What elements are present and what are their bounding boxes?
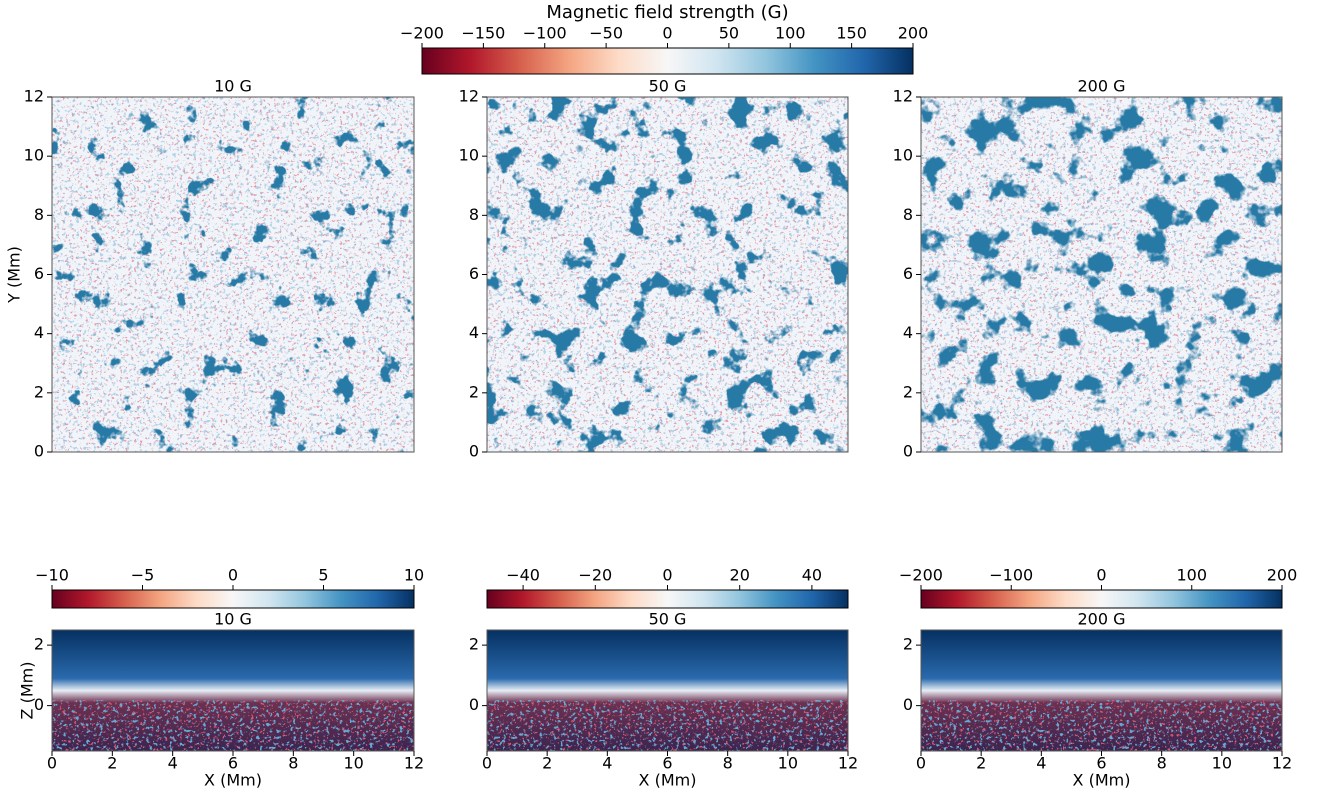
y-axis-label: Z (Mm) [18, 662, 37, 720]
figure: −200−150−100−50050100150200Magnetic fiel… [0, 0, 1321, 796]
y-tick-label: 10 [24, 146, 44, 165]
y-tick-label: 4 [34, 323, 44, 342]
field-texture [52, 97, 414, 452]
colorbar [487, 590, 848, 608]
colorbar [921, 590, 1282, 608]
colorbar-tick-label: 0 [228, 566, 238, 585]
colorbar-tick-label: 50 [719, 24, 739, 43]
x-tick-label: 0 [482, 754, 492, 773]
colorbar [52, 590, 414, 608]
x-tick-label: 10 [1212, 754, 1232, 773]
colorbar-tick-label: −10 [35, 566, 69, 585]
x-axis-label: X (Mm) [1073, 771, 1131, 790]
colorbar-tick-label: −50 [589, 24, 623, 43]
y-tick-label: 4 [903, 323, 913, 342]
colorbar-tick-label: 0 [662, 566, 672, 585]
y-tick-label: 10 [893, 146, 913, 165]
x-tick-label: 10 [778, 754, 798, 773]
x-tick-label: 0 [916, 754, 926, 773]
panel-title: 50 G [649, 610, 687, 629]
colorbar-tick-label: 5 [318, 566, 328, 585]
y-tick-label: 2 [903, 382, 913, 401]
x-tick-label: 2 [976, 754, 986, 773]
panel-title: 10 G [214, 77, 252, 96]
colorbar-tick-label: 10 [404, 566, 424, 585]
x-axis-label: X (Mm) [639, 771, 697, 790]
colorbar-tick-label: 0 [662, 24, 672, 43]
y-tick-label: 0 [34, 442, 44, 461]
field-texture [487, 97, 848, 452]
x-tick-label: 2 [107, 754, 117, 773]
colorbar-tick-label: 150 [836, 24, 867, 43]
x-tick-label: 4 [602, 754, 612, 773]
colorbar-tick-label: −150 [461, 24, 505, 43]
field-texture [921, 97, 1282, 452]
x-tick-label: 12 [1272, 754, 1292, 773]
x-axis-label: X (Mm) [204, 771, 262, 790]
panel-title: 50 G [649, 77, 687, 96]
colorbar-tick-label: 40 [802, 566, 822, 585]
x-tick-label: 4 [168, 754, 178, 773]
field-texture [487, 700, 848, 751]
y-tick-label: 6 [34, 264, 44, 283]
y-tick-label: 8 [903, 205, 913, 224]
panel-title: 200 G [1077, 610, 1125, 629]
y-tick-label: 2 [469, 635, 479, 654]
x-tick-label: 8 [1157, 754, 1167, 773]
y-tick-label: 12 [24, 87, 44, 106]
y-tick-label: 4 [469, 323, 479, 342]
x-tick-label: 8 [723, 754, 733, 773]
colorbar-tick-label: 100 [1176, 566, 1207, 585]
y-tick-label: 0 [469, 695, 479, 714]
y-tick-label: 2 [34, 635, 44, 654]
field-texture [921, 700, 1282, 751]
y-tick-label: 2 [34, 382, 44, 401]
y-tick-label: 2 [469, 382, 479, 401]
y-tick-label: 6 [903, 264, 913, 283]
colorbar-tick-label: −40 [506, 566, 540, 585]
colorbar-tick-label: −200 [899, 566, 943, 585]
x-tick-label: 4 [1036, 754, 1046, 773]
x-tick-label: 2 [542, 754, 552, 773]
colorbar-label: Magnetic field strength (G) [546, 2, 788, 23]
panel-title: 200 G [1077, 77, 1125, 96]
field-texture [52, 700, 414, 751]
panel-title: 10 G [214, 610, 252, 629]
y-tick-label: 0 [469, 442, 479, 461]
colorbar-tick-label: 200 [898, 24, 929, 43]
colorbar-tick-label: −100 [523, 24, 567, 43]
colorbar-tick-label: 200 [1267, 566, 1298, 585]
y-tick-label: 12 [459, 87, 479, 106]
y-tick-label: 8 [34, 205, 44, 224]
colorbar-tick-label: 100 [775, 24, 806, 43]
colorbar-tick-label: 20 [730, 566, 750, 585]
y-tick-label: 6 [469, 264, 479, 283]
x-tick-label: 12 [404, 754, 424, 773]
y-tick-label: 0 [903, 695, 913, 714]
x-tick-label: 10 [343, 754, 363, 773]
colorbar-tick-label: −100 [989, 566, 1033, 585]
colorbar-tick-label: 0 [1096, 566, 1106, 585]
y-tick-label: 10 [459, 146, 479, 165]
y-axis-label: Y (Mm) [5, 246, 24, 304]
x-tick-label: 0 [47, 754, 57, 773]
y-tick-label: 8 [469, 205, 479, 224]
x-tick-label: 8 [288, 754, 298, 773]
colorbar-tick-label: −5 [131, 566, 155, 585]
y-tick-label: 0 [903, 442, 913, 461]
colorbar-tick-label: −200 [400, 24, 444, 43]
y-tick-label: 2 [903, 635, 913, 654]
colorbar-tick-label: −20 [578, 566, 612, 585]
y-tick-label: 12 [893, 87, 913, 106]
x-tick-label: 12 [838, 754, 858, 773]
colorbar [422, 48, 913, 74]
